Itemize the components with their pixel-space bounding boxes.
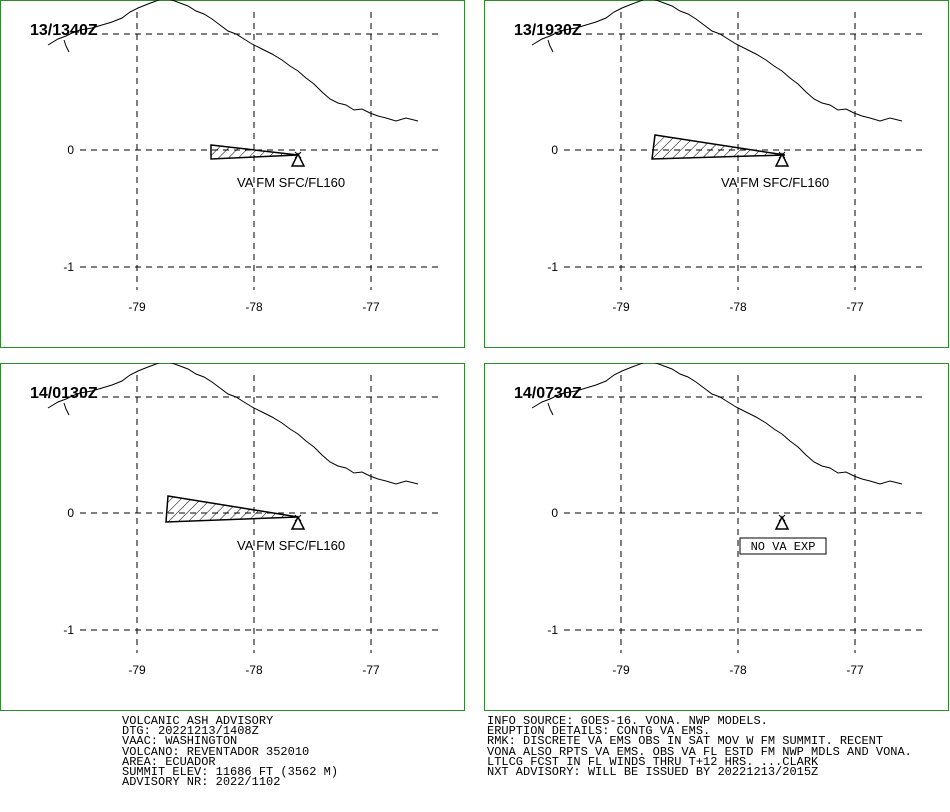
ash-cloud: [210, 144, 299, 160]
lon-label: -79: [128, 663, 146, 677]
advisory-line: VOLCANO: REVENTADOR 352010: [122, 744, 310, 759]
map-panel: 0 -1 -79 -78 -77 13/1930Z VA FM SFC/FL160: [484, 0, 949, 348]
ash-label: VA FM SFC/FL160: [237, 175, 345, 190]
panel-border: [484, 363, 949, 711]
volcano: [290, 152, 306, 167]
lat-label: 0: [67, 506, 74, 520]
lat-label: -1: [63, 260, 74, 274]
lon-label: -78: [245, 300, 263, 314]
coastline: [531, 0, 903, 122]
label-box: [739, 537, 827, 555]
lon-label: -79: [612, 300, 630, 314]
lon-label: -77: [846, 300, 864, 314]
panel-border: [484, 0, 949, 348]
ash-cloud: [165, 495, 299, 523]
advisory-line: NXT ADVISORY: WILL BE ISSUED BY 20221213…: [487, 765, 819, 780]
lat-label: -1: [547, 260, 558, 274]
advisory-line: VOLCANIC ASH ADVISORY: [122, 714, 274, 728]
ash-label: VA FM SFC/FL160: [721, 175, 829, 190]
valid-time: 13/1930Z: [514, 22, 582, 39]
advisory-line: ERUPTION DETAILS: CONTG VA EMS.: [487, 724, 711, 739]
volcano-vent: [778, 151, 786, 159]
map-panel: 0 -1 -79 -78 -77 14/0730Z NO VA EXP: [484, 363, 949, 711]
valid-time: 13/1340Z: [30, 22, 98, 39]
no-ash-label: NO VA EXP: [751, 540, 816, 554]
volcano: [774, 515, 790, 530]
valid-time: 14/0730Z: [514, 385, 582, 402]
panel-border: [0, 0, 465, 348]
lon-label: -79: [128, 300, 146, 314]
advisory-left: VOLCANIC ASH ADVISORY DTG: 20221213/1408Z…: [122, 714, 339, 790]
advisory-line: RMK: DISCRETE VA EMS OBS IN SAT MOV W FM…: [487, 734, 884, 749]
advisory-line: SUMMIT ELEV: 11686 FT (3562 M): [122, 765, 339, 780]
lon-label: -77: [362, 663, 380, 677]
lon-label: -78: [245, 663, 263, 677]
volcano: [774, 152, 790, 167]
advisory-line: DTG: 20221213/1408Z: [122, 724, 259, 739]
advisory-line: AREA: ECUADOR: [122, 754, 216, 769]
map-panel: 0 -1 -79 -78 -77 14/0130Z VA FM SFC/FL160: [0, 363, 465, 711]
lon-label: -78: [729, 300, 747, 314]
coastline: [47, 0, 419, 122]
lat-label: 0: [551, 143, 558, 157]
volcano-vent: [294, 151, 302, 159]
ash-label: VA FM SFC/FL160: [237, 538, 345, 553]
lon-label: -77: [362, 300, 380, 314]
volcano: [290, 515, 306, 530]
volcano-vent: [778, 514, 786, 522]
lon-label: -78: [729, 663, 747, 677]
valid-time: 14/0130Z: [30, 385, 98, 402]
advisory-line: VAAC: WASHINGTON: [122, 734, 238, 749]
lat-label: -1: [547, 623, 558, 637]
lon-label: -77: [846, 663, 864, 677]
map-panel: 0 -1 -79 -78 -77 13/1340Z VA FM SFC/FL160: [0, 0, 465, 348]
lat-label: -1: [63, 623, 74, 637]
advisory-right: INFO SOURCE: GOES-16. VONA. NWP MODELS. E…: [487, 714, 912, 780]
panel-border: [0, 363, 465, 711]
lat-label: 0: [67, 143, 74, 157]
volcano-vent: [294, 514, 302, 522]
coastline: [531, 363, 903, 485]
coastline: [47, 363, 419, 485]
advisory-line: ADVISORY NR: 2022/1102: [122, 775, 281, 790]
advisory-line: VONA ALSO RPTS VA EMS. OBS VA FL ESTD FM…: [487, 744, 912, 759]
advisory-line: INFO SOURCE: GOES-16. VONA. NWP MODELS.: [487, 714, 768, 728]
lat-label: 0: [551, 506, 558, 520]
advisory-line: LTLCG FCST IN FL WINDS THRU T+12 HRS. ..…: [487, 754, 819, 769]
ash-cloud: [651, 134, 786, 160]
lon-label: -79: [612, 663, 630, 677]
